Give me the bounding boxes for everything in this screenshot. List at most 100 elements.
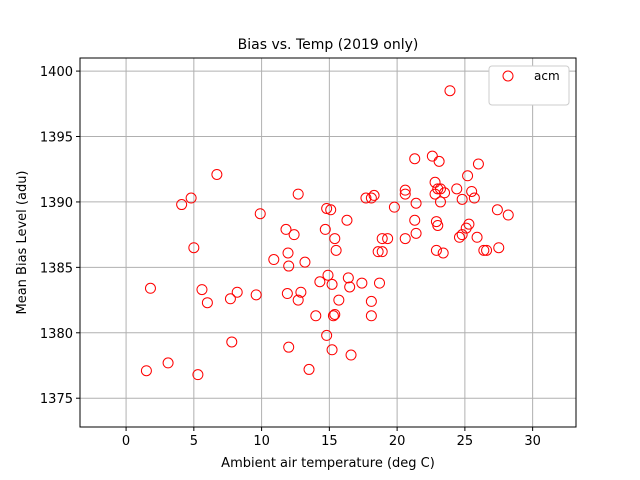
data-point bbox=[365, 192, 377, 204]
data-point bbox=[491, 204, 503, 216]
data-point bbox=[463, 218, 475, 230]
data-point bbox=[231, 286, 243, 298]
x-axis-ticks: 0 5 10 15 20 25 30 bbox=[122, 427, 541, 449]
data-point bbox=[426, 150, 438, 162]
data-points bbox=[140, 85, 514, 381]
data-point bbox=[429, 176, 441, 188]
x-tick-label: 30 bbox=[524, 434, 541, 449]
data-point bbox=[451, 183, 463, 195]
data-point bbox=[468, 192, 480, 204]
data-point bbox=[344, 281, 356, 293]
data-point bbox=[292, 294, 304, 306]
data-point bbox=[162, 357, 174, 369]
data-point bbox=[254, 208, 266, 220]
data-point bbox=[310, 310, 322, 322]
data-point bbox=[373, 277, 385, 289]
data-point bbox=[192, 369, 204, 381]
data-point bbox=[196, 284, 208, 296]
x-tick-label: 0 bbox=[122, 434, 130, 449]
data-point bbox=[295, 286, 307, 298]
data-point bbox=[140, 365, 152, 377]
data-point bbox=[319, 223, 331, 235]
data-point bbox=[330, 244, 342, 256]
data-point bbox=[250, 289, 262, 301]
y-tick-label: 1390 bbox=[40, 196, 73, 211]
data-point bbox=[432, 183, 444, 195]
data-point bbox=[439, 187, 451, 199]
data-point bbox=[388, 201, 400, 213]
y-tick-label: 1385 bbox=[40, 261, 73, 276]
data-point bbox=[453, 231, 465, 243]
data-point bbox=[399, 184, 411, 196]
data-point bbox=[376, 233, 388, 245]
y-tick-label: 1380 bbox=[40, 327, 73, 342]
data-point bbox=[345, 349, 357, 361]
data-point bbox=[283, 341, 295, 353]
y-tick-label: 1395 bbox=[40, 131, 73, 146]
data-point bbox=[472, 158, 484, 170]
data-point bbox=[283, 260, 295, 272]
data-point bbox=[333, 294, 345, 306]
data-point bbox=[456, 229, 468, 241]
data-point bbox=[201, 297, 213, 309]
x-tick-label: 10 bbox=[253, 434, 270, 449]
data-point bbox=[434, 183, 446, 195]
data-point bbox=[444, 85, 456, 97]
data-point bbox=[368, 189, 380, 201]
data-point bbox=[188, 242, 200, 254]
data-point bbox=[409, 214, 421, 226]
data-point bbox=[430, 244, 442, 256]
grid-lines bbox=[80, 58, 576, 427]
y-axis-ticks: 1375 1380 1385 1390 1395 1400 bbox=[40, 65, 80, 407]
data-point bbox=[314, 276, 326, 288]
data-point bbox=[176, 199, 188, 211]
data-point bbox=[437, 247, 449, 259]
data-point bbox=[327, 310, 339, 322]
data-point bbox=[410, 227, 422, 239]
data-point bbox=[456, 193, 468, 205]
data-point bbox=[466, 185, 478, 197]
data-point bbox=[326, 278, 338, 290]
data-point bbox=[341, 214, 353, 226]
data-point bbox=[399, 233, 411, 245]
x-axis-label: Ambient air temperature (deg C) bbox=[221, 456, 435, 471]
data-point bbox=[434, 196, 446, 208]
data-point bbox=[280, 223, 292, 235]
data-point bbox=[481, 244, 493, 256]
data-point bbox=[382, 233, 394, 245]
data-point bbox=[303, 363, 315, 375]
data-point bbox=[325, 204, 337, 216]
data-point bbox=[326, 344, 338, 356]
data-point bbox=[226, 336, 238, 348]
data-point bbox=[211, 168, 223, 180]
data-point bbox=[268, 254, 280, 266]
legend-box bbox=[488, 65, 570, 106]
legend-marker bbox=[502, 70, 514, 82]
data-point bbox=[376, 246, 388, 258]
x-tick-label: 15 bbox=[321, 434, 338, 449]
data-point bbox=[282, 247, 294, 259]
data-point bbox=[365, 310, 377, 322]
plot-area-frame bbox=[79, 57, 577, 428]
data-point bbox=[462, 170, 474, 182]
legend-label: acm bbox=[534, 69, 560, 83]
data-point bbox=[329, 233, 341, 245]
data-point bbox=[281, 288, 293, 300]
data-point bbox=[502, 209, 514, 221]
data-point bbox=[409, 153, 421, 165]
data-point bbox=[493, 242, 505, 254]
chart-title: Bias vs. Temp (2019 only) bbox=[238, 37, 419, 53]
y-tick-label: 1400 bbox=[40, 65, 73, 80]
data-point bbox=[478, 244, 490, 256]
data-point bbox=[329, 308, 341, 320]
data-point bbox=[321, 329, 333, 341]
data-point bbox=[322, 269, 334, 281]
legend: acm bbox=[488, 65, 570, 106]
data-point bbox=[410, 197, 422, 209]
data-point bbox=[224, 293, 236, 305]
data-point bbox=[399, 188, 411, 200]
x-tick-label: 25 bbox=[457, 434, 474, 449]
data-point bbox=[372, 246, 384, 258]
data-point bbox=[342, 272, 354, 284]
